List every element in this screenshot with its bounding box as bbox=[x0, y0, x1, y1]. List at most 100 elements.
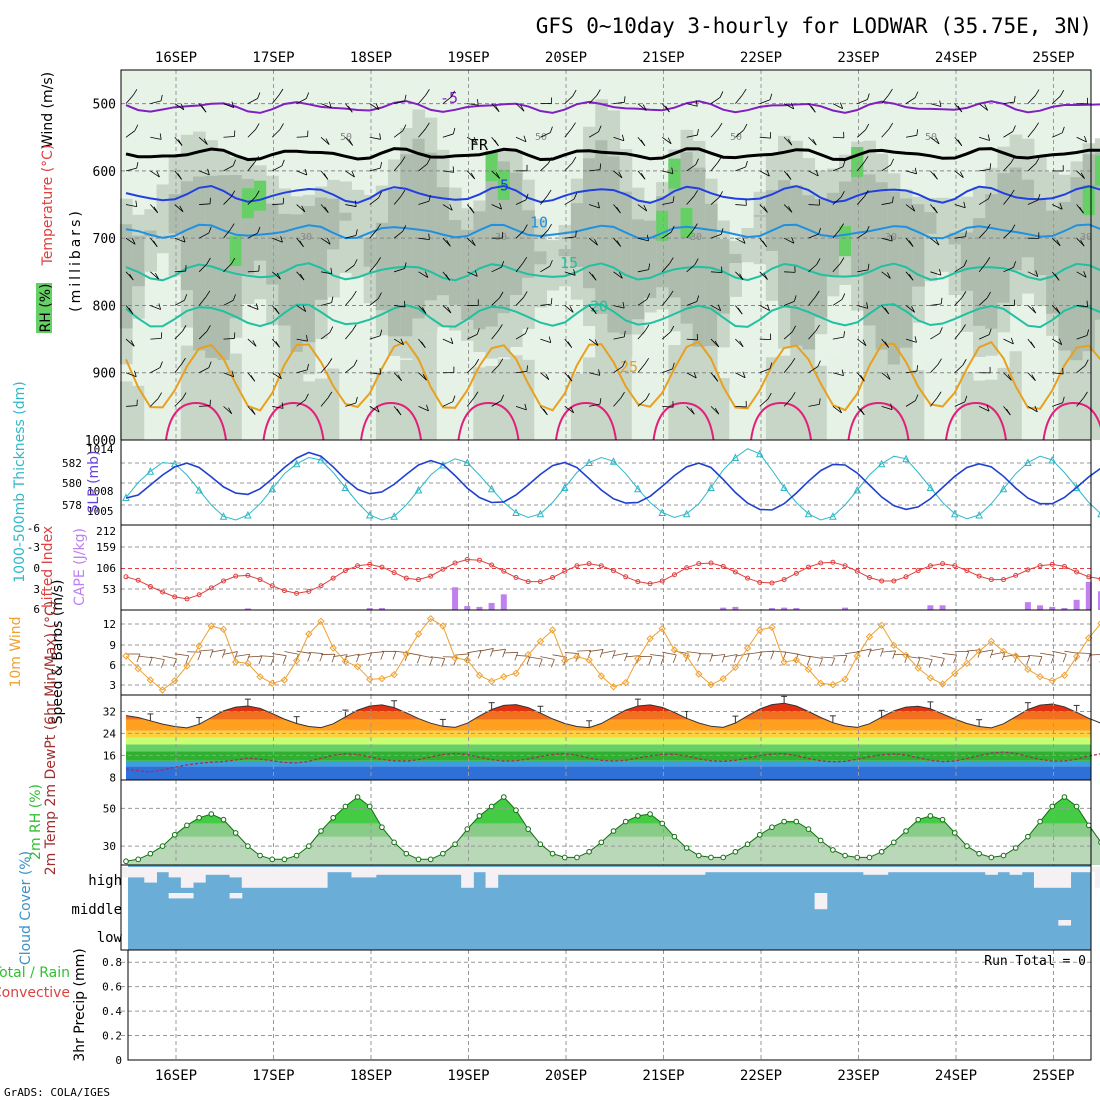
rh-contour-label: 50 bbox=[535, 132, 547, 143]
wind-speed-marker bbox=[463, 656, 471, 664]
wind-barb bbox=[637, 398, 647, 407]
wind-barb bbox=[686, 164, 696, 172]
wind-speed-marker bbox=[585, 656, 593, 664]
wind-barb-feather bbox=[984, 104, 989, 111]
lifted-index-marker bbox=[842, 563, 848, 569]
date-label-top: 23SEP bbox=[837, 50, 879, 66]
wind-barb bbox=[199, 405, 211, 407]
wind-barb-feather bbox=[471, 239, 476, 246]
wind-barb bbox=[686, 134, 698, 138]
cloud-cell-high bbox=[156, 867, 170, 873]
wind-barb-feather bbox=[301, 205, 306, 213]
wind-speed-marker bbox=[256, 672, 264, 681]
wind-barb bbox=[150, 305, 161, 310]
wind10m-barb bbox=[564, 652, 579, 654]
wind-barb-feather bbox=[379, 162, 383, 169]
rh2m-marker bbox=[488, 803, 495, 810]
wind-barb-feather bbox=[426, 157, 431, 165]
rh2m-marker bbox=[951, 830, 958, 836]
wind-barb-feather bbox=[231, 370, 235, 377]
isotherm-line bbox=[125, 340, 1100, 412]
temp-color-band bbox=[126, 730, 1091, 738]
wind-barb bbox=[369, 229, 378, 239]
wind-barb bbox=[345, 204, 357, 207]
wind-barb bbox=[320, 271, 332, 275]
isotherm-line bbox=[125, 100, 1100, 114]
wind-barb-feather bbox=[525, 327, 529, 334]
lifted-tick: -3 bbox=[27, 541, 40, 554]
wind-barb-feather bbox=[421, 307, 427, 314]
wind-barb bbox=[1003, 195, 1011, 205]
wind-barb bbox=[686, 372, 697, 379]
cloud-cell-high bbox=[327, 867, 340, 873]
wind-barb bbox=[393, 230, 403, 239]
temp-color-band bbox=[126, 744, 1091, 752]
isotherm-line bbox=[125, 303, 1100, 329]
chart-title: GFS 0~10day 3-hourly for LODWAR (35.75E,… bbox=[536, 14, 1092, 38]
wind-barb bbox=[588, 338, 599, 346]
wind-tick: 6 bbox=[109, 659, 116, 672]
wind-grid bbox=[121, 610, 1091, 695]
wind-barb-feather bbox=[987, 134, 991, 141]
wind-barb bbox=[296, 369, 308, 374]
thickness-marker bbox=[926, 483, 935, 491]
wind-barb-feather bbox=[622, 302, 625, 309]
rh2m-tick: 50 bbox=[103, 802, 116, 815]
rh-band-low bbox=[461, 359, 474, 440]
wind-barb-feather bbox=[278, 372, 282, 379]
wind-barb bbox=[856, 196, 865, 205]
rh2m-ticks: 50 30 bbox=[103, 802, 116, 853]
wind-barb bbox=[369, 136, 381, 140]
rh-band-low bbox=[619, 347, 633, 440]
wind-barb-feather bbox=[208, 226, 212, 234]
rh-color-key bbox=[36, 283, 52, 333]
wind-barb-feather bbox=[640, 173, 646, 180]
wind-barb bbox=[515, 371, 527, 374]
wind-barb bbox=[320, 302, 332, 306]
wind-barb-feather bbox=[425, 122, 430, 130]
wind10m-barb bbox=[759, 650, 774, 653]
wind-barb bbox=[759, 368, 771, 374]
wind-barb-feather bbox=[132, 89, 138, 96]
rh-band-low bbox=[229, 353, 243, 440]
wind-barb-feather bbox=[526, 365, 528, 372]
precip-ticks: 0.8 0.6 0.4 0.2 0 bbox=[102, 956, 122, 1067]
rh2m-marker bbox=[293, 852, 300, 859]
wind-barb bbox=[223, 103, 234, 108]
dewpoint-line bbox=[125, 751, 1100, 773]
wind-barb-feather bbox=[327, 358, 333, 365]
convective-label: Convective bbox=[0, 985, 70, 1001]
rh2m-marker bbox=[476, 813, 483, 819]
thickness-marker bbox=[414, 485, 423, 494]
rh-band-dark bbox=[424, 152, 438, 301]
rh-contour-label: 30 bbox=[690, 232, 702, 243]
lifted-index-marker bbox=[428, 573, 434, 579]
wind-barb-feather bbox=[648, 263, 651, 270]
wind-speed-marker bbox=[975, 647, 983, 656]
wind-barb-feather bbox=[153, 240, 158, 247]
isotherm-30-arch bbox=[1042, 401, 1100, 441]
lifted-index-marker bbox=[135, 577, 141, 583]
rh-contour-label: 30 bbox=[495, 232, 507, 243]
rh2m-marker bbox=[147, 850, 154, 857]
thickness-marker bbox=[390, 512, 398, 520]
rh-band-mid bbox=[351, 189, 365, 277]
wind-barb bbox=[198, 263, 208, 273]
wind-barb bbox=[272, 372, 282, 380]
cape-tick: 159 bbox=[96, 541, 116, 554]
pressure-ticks: 500 600 700 800 900 1000 bbox=[85, 98, 116, 449]
rh-band-dark bbox=[924, 212, 937, 234]
wind-barb-feather bbox=[257, 92, 261, 99]
wind-barb bbox=[759, 338, 771, 341]
cloud-cell-high bbox=[583, 867, 596, 875]
wind-barb-feather bbox=[717, 156, 723, 163]
rh2m-marker bbox=[561, 854, 568, 861]
wind-barb bbox=[808, 170, 819, 177]
isotherm-line bbox=[125, 184, 1100, 204]
wind-barb-feather bbox=[1012, 125, 1016, 132]
wind-speed-line bbox=[125, 618, 1100, 691]
rh-band-low bbox=[692, 347, 706, 440]
wind10m-barb bbox=[808, 655, 823, 659]
rh2m-marker bbox=[464, 826, 471, 832]
cloud-cells bbox=[119, 867, 1100, 926]
